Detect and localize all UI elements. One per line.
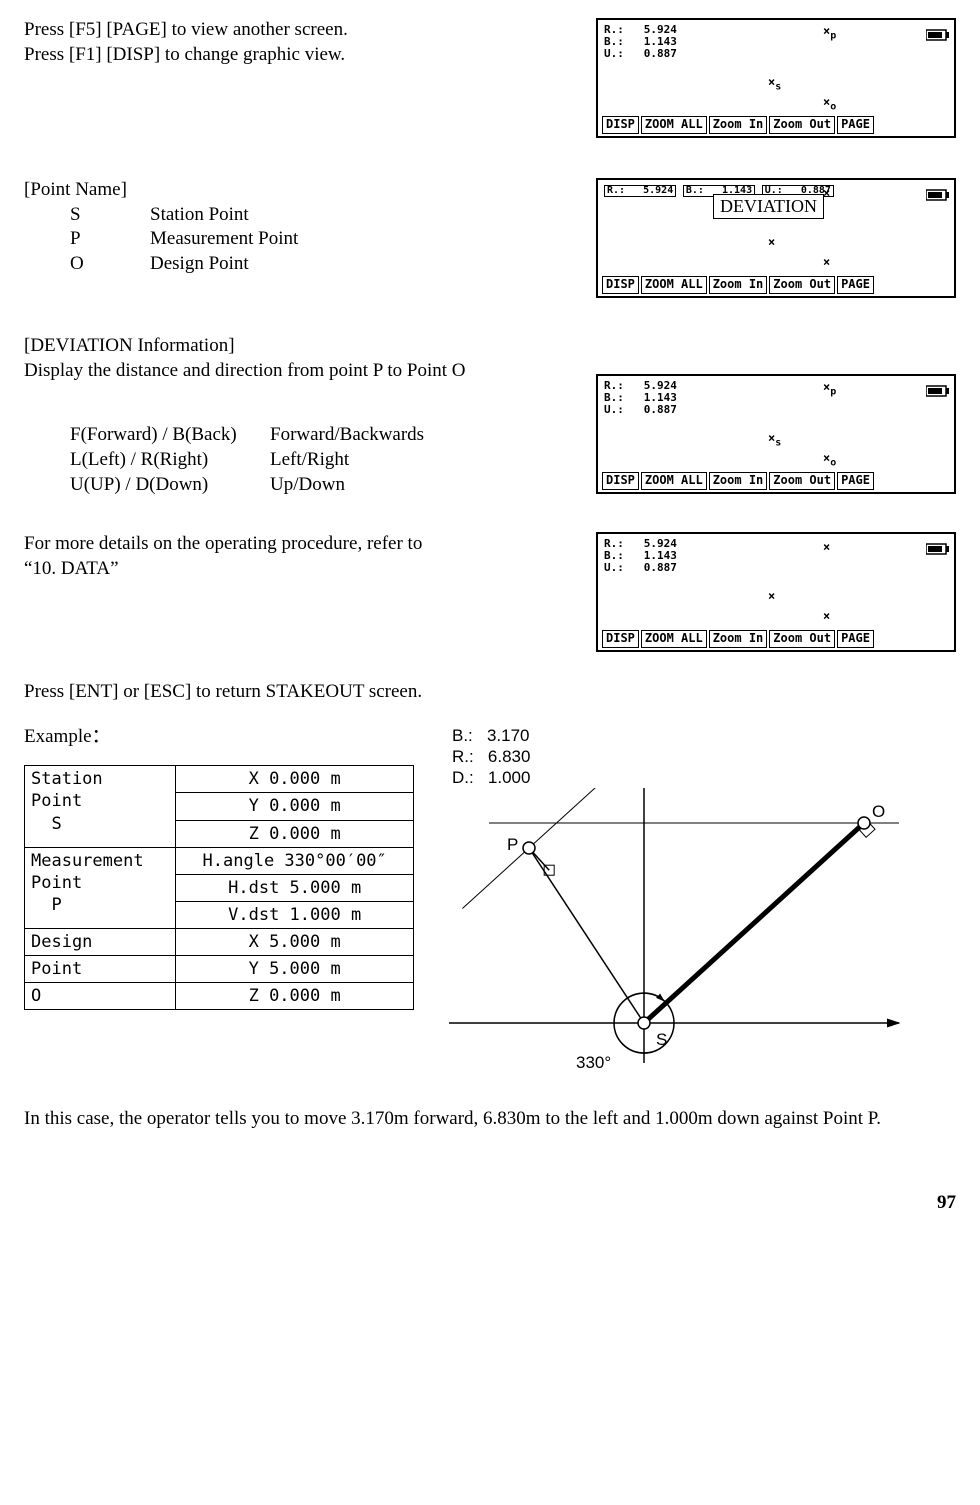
softkey-page[interactable]: PAGE [837,472,874,490]
dir-lr-v: Left/Right [270,448,349,473]
battery-icon [926,24,950,49]
line-intro2: Press [F1] [DISP] to change graphic view… [24,43,596,68]
device-screen-4: R.: 5.924 B.: 1.143 U.: 0.887 × × × DISP… [596,532,956,652]
page-number: 97 [24,1191,956,1216]
dir-ud-k: U(UP) / D(Down) [70,473,270,498]
softkey-zoom-in[interactable]: Zoom In [709,472,768,490]
softkey-page[interactable]: PAGE [837,116,874,134]
pn-p-val: Measurement Point [150,227,298,252]
softkey-row: DISP ZOOM ALL Zoom In Zoom Out PAGE [602,116,950,134]
deviation-desc: Display the distance and direction from … [24,359,484,384]
geometry-diagram: B.: 3.170 R.: 6.830 D.: 1.000 POS330° [444,725,904,1085]
more-details: For more details on the operating proced… [24,532,444,581]
battery-icon [926,184,950,209]
softkey-page[interactable]: PAGE [837,276,874,294]
dir-lr-k: L(Left) / R(Right) [70,448,270,473]
dir-fb-v: Forward/Backwards [270,423,424,448]
deviation-callout: DEVIATION [713,194,824,219]
softkey-zoom-all[interactable]: ZOOM ALL [641,472,707,490]
pn-o-key: O [70,252,150,277]
example-heading: Example： [24,725,444,750]
softkey-zoom-out[interactable]: Zoom Out [769,276,835,294]
device-screen-3: R.: 5.924 B.: 1.143 U.: 0.887 ×p ×s ×o D… [596,374,956,494]
battery-icon [926,380,950,405]
pn-p-key: P [70,227,150,252]
softkey-disp[interactable]: DISP [602,630,639,648]
softkey-page[interactable]: PAGE [837,630,874,648]
softkey-disp[interactable]: DISP [602,472,639,490]
svg-text:330°: 330° [576,1053,611,1072]
pn-o-val: Design Point [150,252,249,277]
softkey-zoom-out[interactable]: Zoom Out [769,116,835,134]
device-screen-2: R.: 5.924 B.: 1.143 U.: 0.887 × × × DEVI… [596,178,956,298]
pn-s-key: S [70,203,150,228]
softkey-zoom-all[interactable]: ZOOM ALL [641,630,707,648]
svg-text:S: S [656,1030,667,1049]
device-screen-1: R.: 5.924 B.: 1.143 U.: 0.887 ×p ×s ×o D… [596,18,956,138]
softkey-disp[interactable]: DISP [602,116,639,134]
softkey-zoom-out[interactable]: Zoom Out [769,630,835,648]
softkey-disp[interactable]: DISP [602,276,639,294]
battery-icon [926,538,950,563]
softkey-zoom-in[interactable]: Zoom In [709,116,768,134]
dir-ud-v: Up/Down [270,473,345,498]
softkey-zoom-all[interactable]: ZOOM ALL [641,276,707,294]
geometry-svg: P O S 330° [444,788,904,1078]
softkey-zoom-in[interactable]: Zoom In [709,276,768,294]
example-table: Station Point S X 0.000 m Y 0.000 m Z 0.… [24,765,414,1010]
softkey-zoom-all[interactable]: ZOOM ALL [641,116,707,134]
svg-text:P: P [507,835,518,854]
heading-deviation: [DEVIATION Information] [24,334,596,359]
svg-text:O: O [872,802,885,821]
heading-point-name: [Point Name] [24,178,596,203]
return-instruction: Press [ENT] or [ESC] to return STAKEOUT … [24,680,956,705]
softkey-zoom-in[interactable]: Zoom In [709,630,768,648]
closing-text: In this case, the operator tells you to … [24,1107,956,1132]
softkey-zoom-out[interactable]: Zoom Out [769,472,835,490]
dir-fb-k: F(Forward) / B(Back) [70,423,270,448]
line-intro1: Press [F5] [PAGE] to view another screen… [24,18,596,43]
pn-s-val: Station Point [150,203,249,228]
